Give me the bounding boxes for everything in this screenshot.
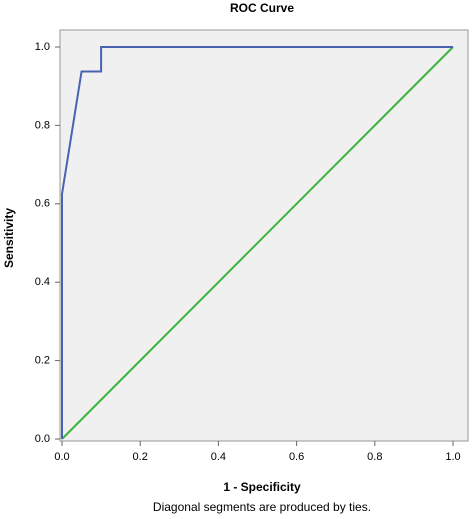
y-tick-label: 0.6 (35, 198, 50, 210)
y-tick-label: 1.0 (35, 41, 50, 53)
x-tick-label: 0.6 (289, 451, 304, 463)
y-tick-label: 0.4 (35, 276, 50, 288)
series-line (61, 46, 454, 440)
y-tick-label: 0.8 (35, 119, 50, 131)
y-tick-label: 0.2 (35, 355, 50, 367)
series-line (61, 46, 453, 439)
footnote: Diagonal segments are produced by ties. (153, 500, 371, 514)
x-axis-label: 1 - Specificity (223, 480, 301, 494)
y-axis-label: Sensitivity (2, 208, 16, 268)
x-tick-label: 0.0 (54, 451, 69, 463)
x-tick-label: 1.0 (445, 451, 460, 463)
x-tick-label: 0.4 (211, 451, 226, 463)
chart-title: ROC Curve (230, 1, 294, 15)
x-tick-label: 0.8 (367, 451, 382, 463)
y-tick-label: 0.0 (35, 433, 50, 445)
x-tick-label: 0.2 (133, 451, 148, 463)
